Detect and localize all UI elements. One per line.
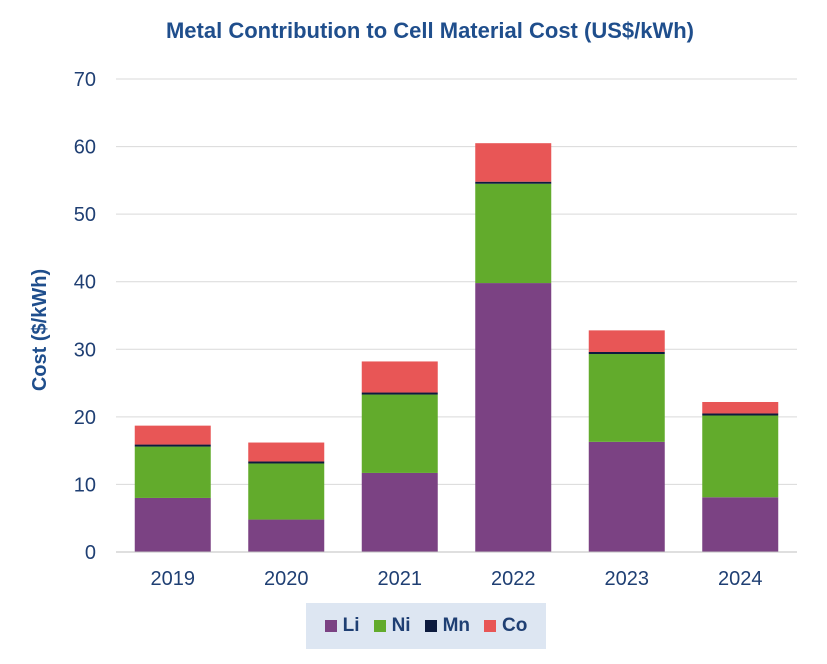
x-tick-label: 2022 (491, 568, 536, 590)
legend-label: Li (342, 615, 360, 636)
bar-segment-mn-2021 (361, 392, 438, 395)
y-tick-label: 60 (74, 137, 96, 159)
x-tick-label: 2023 (605, 568, 650, 590)
x-tick-label: 2019 (151, 568, 196, 590)
bars (134, 143, 779, 552)
bar-segment-co-2022 (475, 143, 552, 182)
bar-segment-co-2020 (248, 442, 325, 462)
legend-label: Mn (442, 615, 470, 636)
bar-segment-co-2023 (588, 330, 665, 352)
legend-swatch (373, 620, 386, 632)
y-tick-label: 50 (74, 204, 96, 226)
x-tick-label: 2021 (378, 568, 423, 590)
y-tick-label: 70 (74, 69, 96, 91)
bar-segment-ni-2024 (702, 415, 779, 498)
axes: 0 10 20 30 40 50 60 70 2019 2020 2021 2022 2023 2024 (74, 69, 797, 590)
y-tick-label: 20 (74, 407, 96, 429)
bar-segment-li-2023 (588, 441, 665, 552)
legend-item-mn: Mn (424, 615, 470, 637)
bar-segment-ni-2020 (248, 463, 325, 520)
bar-segment-co-2021 (361, 361, 438, 393)
bar-segment-mn-2024 (702, 413, 779, 416)
legend-item-li: Li (324, 615, 360, 637)
bar-segment-li-2020 (248, 519, 325, 552)
legend-label: Ni (391, 615, 411, 636)
legend-swatch (424, 620, 437, 632)
legend-swatch (324, 620, 337, 632)
bar-segment-mn-2023 (588, 351, 665, 355)
y-axis-label: Cost ($/kWh) (29, 269, 51, 391)
y-tick-label: 10 (74, 474, 96, 496)
bar-segment-mn-2020 (248, 461, 325, 464)
legend-item-co: Co (484, 615, 527, 637)
bar-segment-ni-2022 (475, 183, 552, 284)
bar-segment-mn-2022 (475, 181, 552, 184)
bar-segment-ni-2021 (361, 394, 438, 473)
x-tick-label: 2024 (718, 568, 763, 590)
legend: Li Ni Mn Co (306, 603, 546, 649)
bar-segment-ni-2023 (588, 354, 665, 442)
bar-segment-mn-2019 (134, 444, 211, 447)
x-tick-label: 2020 (264, 568, 309, 590)
legend-label: Co (502, 615, 528, 636)
bar-segment-li-2019 (134, 497, 211, 552)
chart-title: Metal Contribution to Cell Material Cost… (165, 18, 694, 43)
bar-segment-co-2019 (134, 425, 211, 445)
bar-segment-ni-2019 (134, 446, 211, 498)
bar-segment-li-2024 (702, 497, 779, 552)
legend-item-ni: Ni (373, 615, 411, 637)
bar-segment-li-2022 (475, 283, 552, 552)
legend-swatch (484, 620, 496, 632)
y-tick-label: 30 (74, 339, 96, 361)
bar-segment-co-2024 (702, 401, 779, 414)
y-tick-label: 40 (74, 272, 96, 294)
bar-segment-li-2021 (361, 472, 438, 552)
gridlines (116, 78, 797, 485)
y-tick-label: 0 (85, 542, 96, 564)
